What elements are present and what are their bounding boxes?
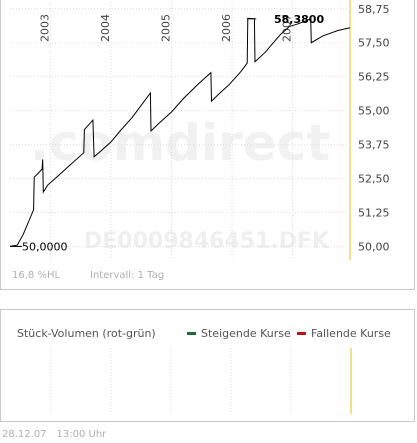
watermark-text: .comdirect [30, 114, 330, 172]
max-label: 58,3800 [274, 13, 324, 26]
timestamp: 28.12.07 13:00 Uhr [2, 429, 116, 440]
y-tick-label: 57,50 [358, 37, 390, 50]
legend-rising-label: Steigende Kurse [201, 327, 291, 340]
price-chart-panel [0, 0, 415, 290]
y-tick-label: 52,50 [358, 173, 390, 186]
legend-falling-label: Fallende Kurse [311, 327, 391, 340]
rising-swatch-icon [187, 331, 196, 335]
x-tick-label: 2004 [99, 14, 112, 42]
y-tick-label: 58,75 [358, 3, 390, 16]
change-label: 16,8 %HL [12, 270, 61, 281]
symbol-watermark: DE0009846451.DFK [84, 229, 330, 254]
x-tick-label: 2006 [220, 14, 233, 42]
y-tick-label: 56,25 [358, 71, 390, 84]
y-tick-label: 51,25 [358, 206, 390, 219]
y-tick-label: 53,75 [358, 139, 390, 152]
min-label: 50,0000 [22, 240, 68, 253]
legend-falling: Fallende Kurse [297, 327, 391, 340]
volume-panel: Stück-Volumen (rot-grün) Steigende Kurse… [0, 309, 415, 422]
y-tick-label: 50,00 [358, 240, 390, 253]
price-series-line [9, 17, 351, 247]
y-tick-label: 55,00 [358, 105, 390, 118]
falling-swatch-icon [297, 331, 306, 335]
x-tick-label: 2003 [39, 14, 52, 42]
x-tick-label: 2005 [160, 14, 173, 42]
legend-rising: Steigende Kurse [187, 327, 291, 340]
volume-title: Stück-Volumen (rot-grün) [17, 327, 156, 340]
interval-label: Intervall: 1 Tag [90, 270, 165, 281]
volume-chart [50, 348, 352, 414]
price-chart: .comdirect DE0009846451.DFK 58,75 57,50 56,2… [9, 0, 390, 260]
timestamp-time: 13:00 Uhr [56, 429, 107, 440]
timestamp-date: 28.12.07 [2, 429, 47, 440]
